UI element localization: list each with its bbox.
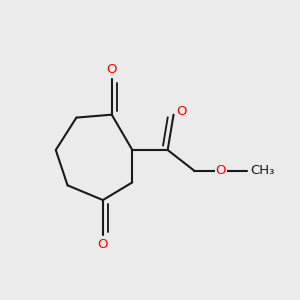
- Text: O: O: [176, 105, 187, 118]
- Text: O: O: [215, 164, 226, 177]
- Text: O: O: [106, 63, 117, 76]
- Text: O: O: [98, 238, 108, 251]
- Text: CH₃: CH₃: [250, 164, 274, 177]
